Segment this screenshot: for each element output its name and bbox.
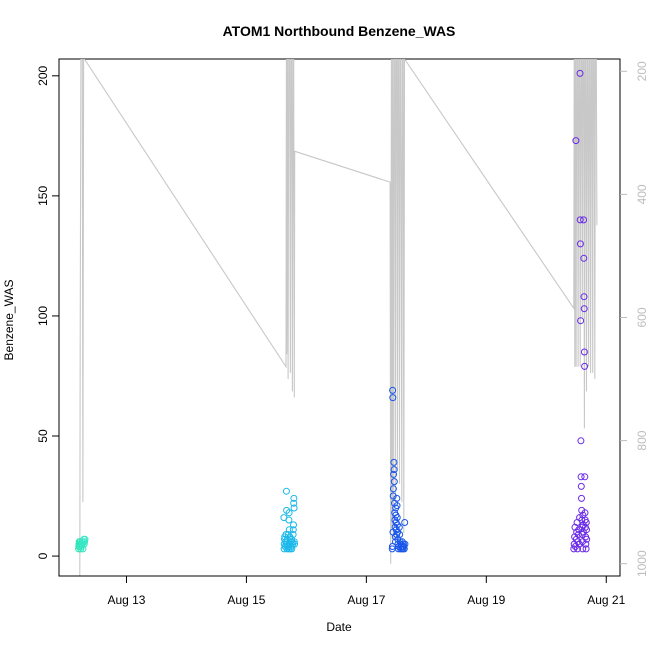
data-point (80, 540, 88, 548)
data-point (285, 516, 293, 524)
axes: Aug 13 Aug 15 Aug 17 Aug 19 Aug 21 0 50 100 150 2… (36, 61, 649, 607)
grey-line-path (79, 59, 598, 576)
y-tick-label: 150 (36, 186, 50, 206)
data-point (393, 502, 401, 510)
data-point (289, 531, 297, 538)
data-point (396, 531, 404, 538)
data-point (288, 538, 296, 546)
data-point (389, 394, 397, 402)
chart-title: ATOM1 Northbound Benzene_WAS (223, 23, 456, 39)
data-point (577, 482, 585, 490)
data-point (581, 362, 589, 370)
data-point (582, 545, 590, 553)
data-point (574, 545, 581, 553)
data-point (389, 386, 397, 394)
data-point (580, 305, 588, 313)
data-point (401, 540, 409, 548)
data-point (79, 545, 87, 553)
data-point (390, 458, 398, 466)
y2-tick-label: 600 (635, 307, 649, 327)
data-point (582, 519, 590, 526)
data-point (580, 348, 588, 356)
data-point (290, 504, 298, 512)
data-point (583, 535, 591, 543)
data-point (583, 526, 590, 534)
data-point (578, 494, 585, 502)
y2-tick-label: 200 (635, 61, 649, 81)
y-tick-label: 50 (36, 429, 50, 443)
x-tick-label: Aug 19 (467, 593, 505, 607)
data-point (393, 514, 401, 522)
y2-tick-label: 400 (635, 184, 649, 204)
data-point (389, 485, 397, 493)
y-tick-label: 200 (36, 65, 50, 85)
data-point (393, 494, 401, 502)
data-point (580, 216, 588, 224)
data-point (290, 538, 298, 546)
data-point (576, 69, 584, 77)
data-point (389, 492, 397, 500)
y-tick-label: 100 (36, 306, 50, 326)
data-point (390, 478, 398, 486)
data-point (290, 521, 297, 529)
data-point (579, 545, 587, 553)
y2-tick-label: 800 (635, 430, 649, 450)
x-axis-label: Date (326, 620, 352, 634)
data-point (290, 494, 298, 502)
data-point (577, 437, 585, 445)
x-tick-label: Aug 15 (227, 593, 265, 607)
y-tick-label: 0 (36, 552, 50, 559)
data-point (395, 523, 403, 531)
data-point (282, 487, 290, 495)
data-point (291, 540, 298, 548)
data-point (390, 470, 398, 478)
data-point (577, 317, 585, 325)
data-point (285, 509, 293, 517)
data-point (577, 473, 585, 481)
data-point (581, 473, 589, 481)
x-tick-label: Aug 17 (347, 593, 385, 607)
data-point (290, 499, 298, 507)
data-point (289, 526, 297, 534)
data-point (401, 519, 409, 526)
data-point (576, 240, 584, 248)
data-point (285, 526, 293, 534)
data-point (81, 538, 89, 546)
data-point (580, 254, 588, 262)
data-point (81, 535, 89, 543)
plot-frame (58, 58, 621, 577)
data-point (581, 509, 589, 517)
data-point (400, 545, 408, 553)
data-point (580, 293, 588, 301)
secondary-line-series (79, 59, 598, 576)
data-point (390, 466, 398, 474)
x-tick-label: Aug 21 (587, 593, 625, 607)
y2-tick-label: 1000 (635, 550, 649, 577)
data-point (576, 216, 584, 224)
y-axis-label: Benzene_WAS (2, 280, 16, 361)
scatter-points (75, 69, 591, 553)
data-point (572, 137, 580, 145)
data-point (582, 540, 590, 548)
x-tick-label: Aug 13 (107, 593, 145, 607)
